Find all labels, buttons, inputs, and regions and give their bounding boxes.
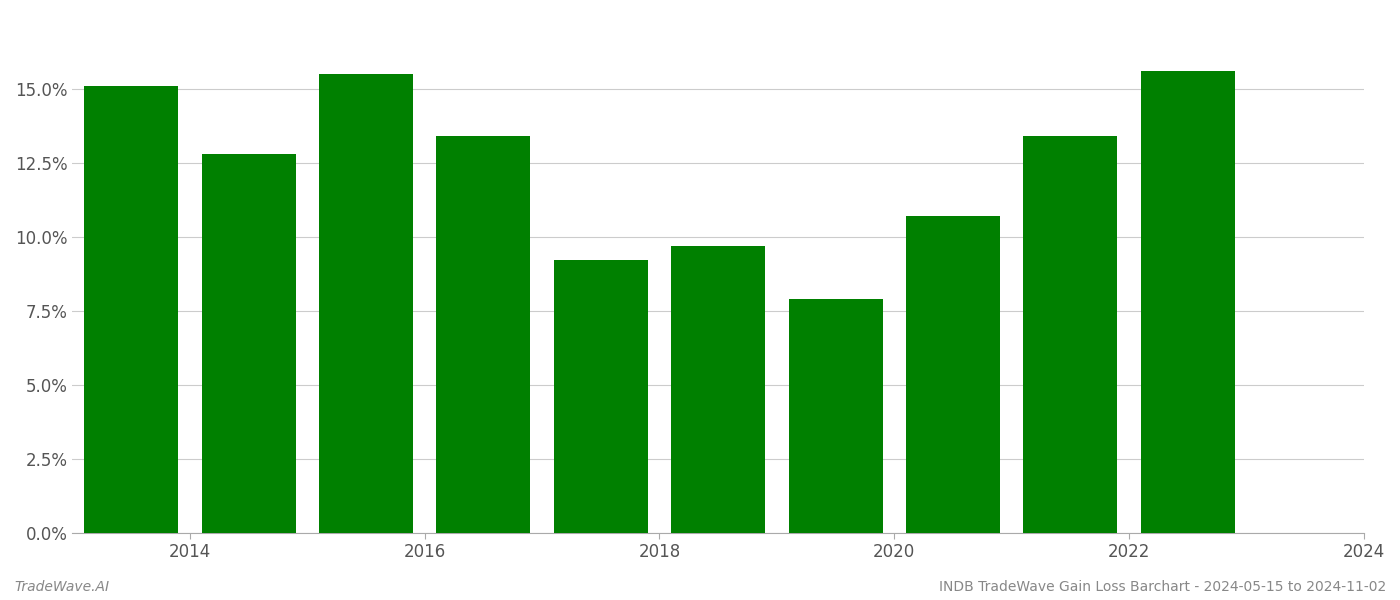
Bar [84, 86, 178, 533]
Bar [202, 154, 295, 533]
Bar [788, 299, 882, 533]
Bar [1023, 136, 1117, 533]
Bar [554, 260, 648, 533]
Bar [1141, 71, 1235, 533]
Bar [319, 74, 413, 533]
Bar [671, 245, 766, 533]
Bar [906, 216, 1000, 533]
Text: INDB TradeWave Gain Loss Barchart - 2024-05-15 to 2024-11-02: INDB TradeWave Gain Loss Barchart - 2024… [939, 580, 1386, 594]
Bar [437, 136, 531, 533]
Text: TradeWave.AI: TradeWave.AI [14, 580, 109, 594]
